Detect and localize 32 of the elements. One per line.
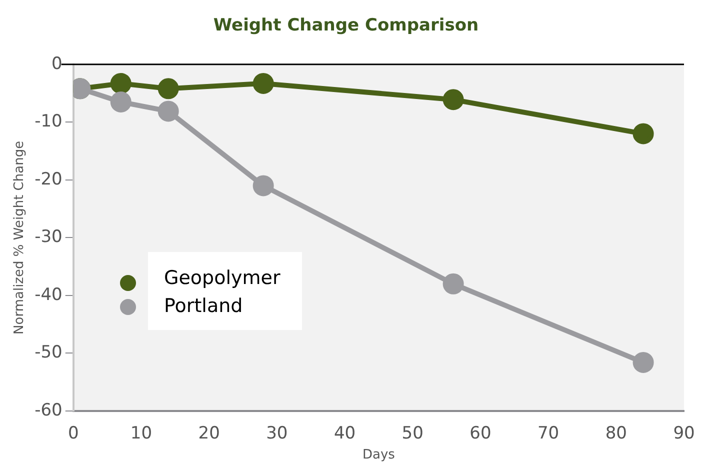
point <box>110 72 132 94</box>
x-tick-label: 70 <box>537 424 560 444</box>
y-tick-label: -40 <box>34 284 62 305</box>
y-axis-title: Normalized % Weight Change <box>12 140 28 334</box>
point <box>110 91 132 112</box>
x-tick-label: 90 <box>673 424 695 444</box>
y-tick-label: -10 <box>34 112 62 132</box>
point <box>442 273 464 294</box>
x-tick-label: 0 <box>68 424 79 444</box>
y-tick-label: -30 <box>34 227 62 248</box>
y-tick-label: 0 <box>52 54 62 74</box>
point <box>632 123 654 144</box>
legend-label: Portland <box>164 294 244 319</box>
point <box>252 175 274 196</box>
point <box>158 100 179 122</box>
x-tick-label: 60 <box>470 424 492 444</box>
x-tick-label: 30 <box>266 424 288 444</box>
chart-title: Weight Change Comparison <box>213 16 479 36</box>
y-tick-label: -20 <box>34 169 62 190</box>
x-tick-label: 40 <box>334 424 356 444</box>
x-tick-label: 10 <box>130 424 152 444</box>
point <box>158 78 179 100</box>
x-axis-title: Days <box>362 448 396 463</box>
point <box>632 352 654 373</box>
y-tick-label: -60 <box>34 400 62 420</box>
point <box>252 72 274 94</box>
legend-label: Geopolymer <box>164 266 280 291</box>
x-tick-label: 50 <box>402 424 424 444</box>
y-tick-label: -50 <box>34 342 62 363</box>
x-tick-label: 20 <box>198 424 220 444</box>
point <box>442 89 464 110</box>
x-tick-label: 80 <box>605 424 627 444</box>
